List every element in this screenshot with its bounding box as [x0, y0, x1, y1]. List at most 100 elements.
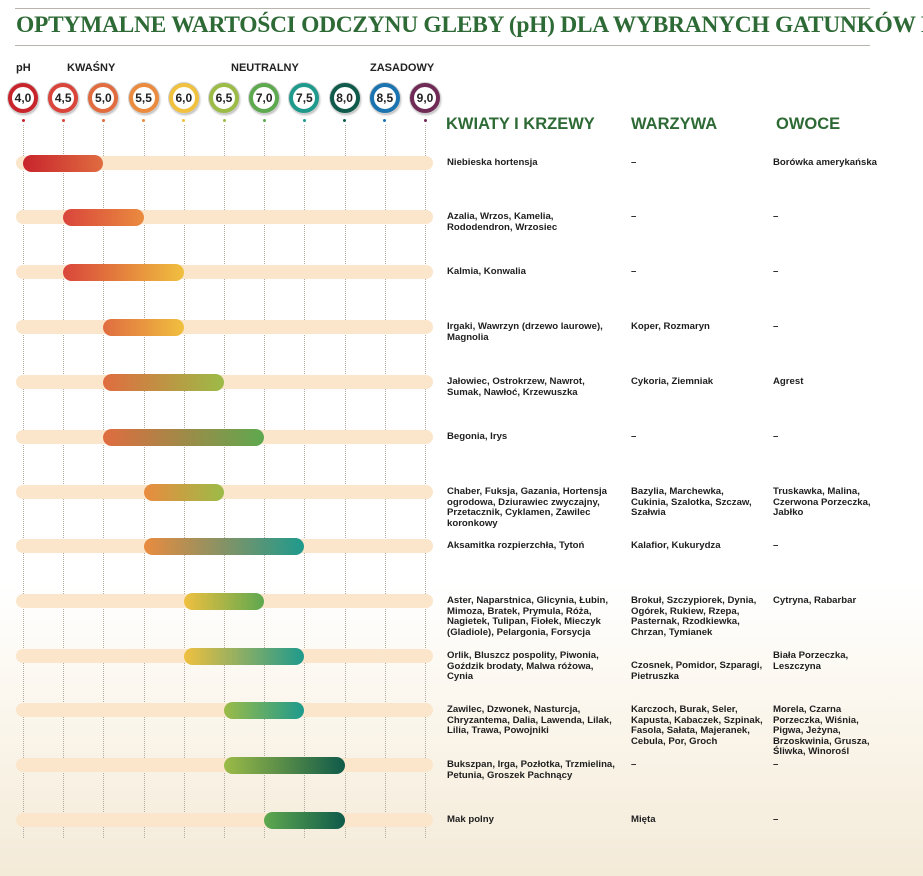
flowers-cell: Jałowiec, Ostrokrzew, Nawrot, Sumak, Naw…	[447, 376, 585, 398]
column-header-fruits: OWOCE	[776, 115, 841, 133]
ph-scale-circle: 7,5	[289, 83, 320, 113]
ph-tick-dot	[222, 119, 226, 122]
fruits-cell: –	[773, 431, 779, 442]
ph-tick-dot	[21, 119, 25, 122]
ph-gridline	[224, 125, 225, 838]
paper-background	[0, 585, 923, 876]
ph-range-bar	[23, 155, 104, 172]
vegetables-cell: Koper, Rozmaryn	[631, 321, 710, 332]
flowers-cell: Mak polny	[447, 814, 494, 825]
ph-gridline	[304, 125, 306, 838]
ph-range-bar	[183, 593, 265, 610]
ph-scale-circle: 5,5	[128, 83, 159, 113]
ph-scale-circle: 4,0	[8, 83, 38, 113]
ph-scale-circle: 5,0	[88, 83, 119, 113]
ph-range-bar	[264, 812, 345, 829]
ph-range-bar	[63, 264, 184, 281]
ph-scale-circle: 6,0	[168, 83, 199, 113]
ph-scale-circle: 4,5	[48, 83, 79, 113]
fruits-cell: Agrest	[773, 376, 804, 387]
neutral-zone-label: NEUTRALNY	[231, 62, 299, 74]
fruits-cell: –	[773, 759, 779, 770]
ph-gridline	[264, 125, 266, 838]
fruits-cell: Morela, Czarna Porzeczka, Wiśnia, Pigwa,…	[773, 704, 870, 758]
ph-gridline	[344, 125, 346, 838]
ph-range-bar	[103, 429, 265, 446]
ph-tick-dot	[423, 119, 427, 122]
ph-range-bar	[224, 757, 345, 774]
ph-range-bar	[183, 648, 305, 665]
flowers-cell: Azalia, Wrzos, Kamelia, Rododendron, Wrz…	[447, 211, 558, 233]
vegetables-cell: Cykoria, Ziemniak	[631, 376, 714, 387]
ph-range-bar	[143, 484, 224, 501]
vegetables-cell: Brokuł, Szczypiorek, Dynia, Ogórek, Ruki…	[631, 595, 757, 638]
ph-scale-circle: 8,0	[329, 83, 360, 113]
ph-tick-dot	[383, 119, 387, 122]
ph-gridline	[23, 125, 24, 838]
ph-tick-dot	[262, 119, 266, 122]
acid-zone-label: KWAŚNY	[67, 62, 116, 74]
column-header-vegetables: WARZYWA	[631, 115, 718, 133]
fruits-cell: Cytryna, Rabarbar	[773, 595, 857, 606]
fruits-cell: –	[773, 266, 779, 277]
vegetables-cell: –	[631, 759, 637, 770]
ph-gridline	[183, 125, 185, 838]
vegetables-cell: Karczoch, Burak, Seler, Kapusta, Kabacze…	[631, 704, 763, 747]
fruits-cell: –	[773, 814, 779, 825]
fruits-cell: Biała Porzeczka, Leszczyna	[773, 650, 849, 672]
ph-tick-dot	[343, 119, 347, 122]
flowers-cell: Orlik, Bluszcz pospolity, Piwonia, Goźdz…	[447, 650, 599, 683]
vegetables-cell: –	[631, 157, 637, 168]
fruits-cell: Borówka amerykańska	[773, 157, 877, 168]
ph-gridline	[103, 125, 105, 838]
ph-tick-dot	[61, 119, 65, 122]
vegetables-cell: Kalafior, Kukurydza	[631, 540, 721, 551]
ph-gridline	[143, 125, 145, 838]
vegetables-cell: Bazylia, Marchewka, Cukinia, Szalotka, S…	[631, 486, 752, 519]
fruits-cell: Truskawka, Malina, Czerwona Porzeczka, J…	[773, 486, 871, 519]
ph-scale-circle: 9,0	[410, 83, 440, 113]
ph-scale-circle: 8,5	[369, 83, 400, 113]
flowers-cell: Aksamitka rozpierzchła, Tytoń	[447, 540, 585, 551]
column-header-flowers: KWIATY I KRZEWY	[446, 115, 595, 133]
ph-scale-circle: 6,5	[209, 83, 239, 113]
title-rule	[15, 45, 870, 46]
fruits-cell: –	[773, 211, 779, 222]
flowers-cell: Kalmia, Konwalia	[447, 266, 526, 277]
row-track	[16, 156, 433, 170]
row-track	[16, 485, 433, 499]
flowers-cell: Chaber, Fuksja, Gazania, Hortensja ogrod…	[447, 486, 607, 529]
chart-title: OPTYMALNE WARTOŚCI ODCZYNU GLEBY (pH) DL…	[16, 12, 923, 38]
ph-gridline	[425, 125, 426, 838]
ph-tick-dot	[182, 119, 186, 122]
ph-range-bar	[63, 209, 144, 226]
flowers-cell: Begonia, Irys	[447, 431, 508, 442]
row-track	[16, 320, 433, 334]
ph-tick-dot	[142, 119, 146, 122]
ph-gridline	[384, 125, 386, 838]
vegetables-cell: –	[631, 431, 637, 442]
flowers-cell: Irgaki, Wawrzyn (drzewo laurowe), Magnol…	[447, 321, 603, 343]
ph-range-bar	[143, 538, 305, 555]
top-rule	[15, 8, 870, 9]
vegetables-cell: –	[631, 211, 637, 222]
ph-range-bar	[103, 319, 184, 336]
vegetables-cell: Czosnek, Pomidor, Szparagi, Pietruszka	[631, 660, 763, 682]
vegetables-cell: Mięta	[631, 814, 656, 825]
flowers-cell: Aster, Naparstnica, Glicynia, Łubin, Mim…	[447, 595, 609, 638]
row-track	[16, 375, 433, 389]
ph-range-bar	[224, 702, 305, 719]
ph-tick-dot	[101, 119, 105, 122]
row-track	[16, 813, 433, 827]
flowers-cell: Niebieska hortensja	[447, 157, 538, 168]
ph-gridline	[63, 125, 65, 838]
ph-label: pH	[16, 62, 31, 74]
flowers-cell: Zawilec, Dzwonek, Nasturcja, Chryzantema…	[447, 704, 612, 737]
ph-tick-dot	[302, 119, 306, 122]
flowers-cell: Bukszpan, Irga, Pozłotka, Trzmielina, Pe…	[447, 759, 615, 781]
ph-scale-circle: 7,0	[249, 83, 280, 113]
alkaline-zone-label: ZASADOWY	[370, 62, 435, 74]
fruits-cell: –	[773, 540, 779, 551]
vegetables-cell: –	[631, 266, 637, 277]
